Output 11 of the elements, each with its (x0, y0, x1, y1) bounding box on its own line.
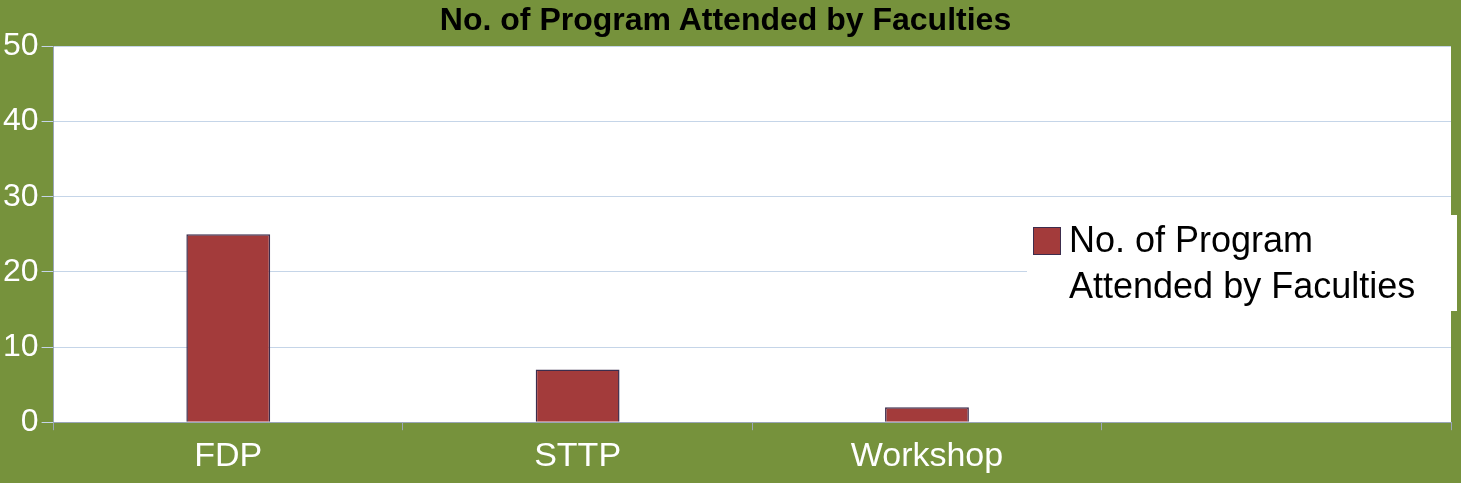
y-tick-label: 40 (3, 101, 39, 138)
y-tick-label: 50 (3, 26, 39, 63)
x-tick-label: STTP (534, 434, 622, 473)
x-tick-label: Workshop (850, 434, 1004, 473)
x-tick-label: FDP (194, 434, 263, 473)
chart-title: No. of Program Attended by Faculties (439, 1, 1012, 38)
y-tick-label: 10 (3, 326, 39, 363)
y-tick-label: 0 (20, 402, 39, 439)
legend-label: No. of Program Attended by Faculties (1069, 218, 1417, 308)
y-tick-label: 20 (3, 251, 39, 288)
y-tick-label: 30 (3, 176, 39, 213)
